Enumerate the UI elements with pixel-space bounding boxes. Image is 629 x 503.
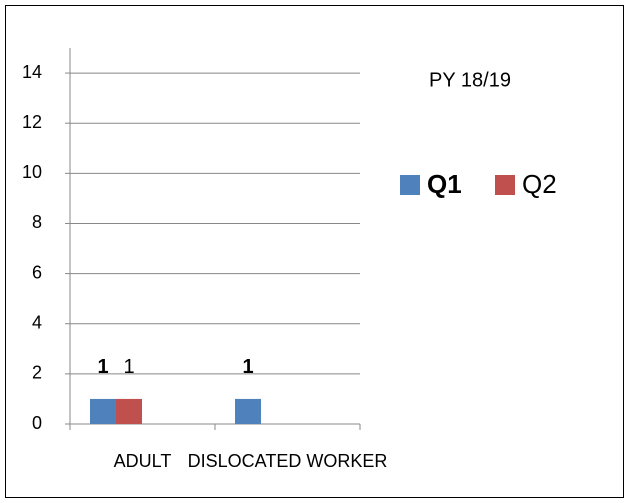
y-tick-label: 2 [32, 363, 42, 383]
data-label: 1 [97, 356, 108, 378]
y-tick-label: 12 [22, 112, 42, 132]
y-tick-label: 10 [22, 162, 42, 182]
y-tick-label: 8 [32, 212, 42, 232]
x-tick-label: DISLOCATED WORKER [188, 451, 388, 471]
bar [116, 398, 142, 424]
x-tick-label: ADULT [114, 451, 172, 471]
legend-swatch [495, 175, 515, 195]
bar [90, 398, 116, 424]
data-label: 1 [242, 356, 253, 378]
legend-label: Q1 [427, 169, 462, 199]
legend-swatch [400, 175, 420, 195]
y-tick-label: 6 [32, 262, 42, 282]
bar [235, 398, 261, 424]
y-tick-label: 4 [32, 312, 42, 332]
data-label: 1 [123, 356, 134, 378]
chart-title: PY 18/19 [429, 69, 511, 91]
y-tick-label: 0 [32, 413, 42, 433]
legend-label: Q2 [522, 169, 557, 199]
y-tick-label: 14 [22, 62, 42, 82]
